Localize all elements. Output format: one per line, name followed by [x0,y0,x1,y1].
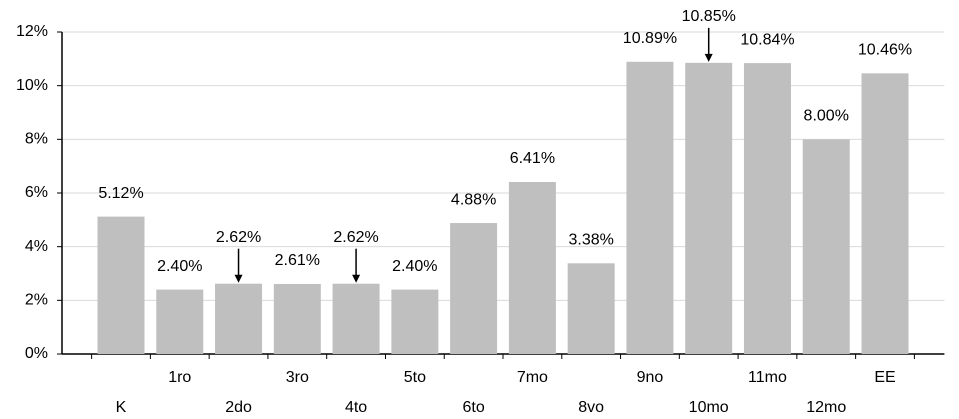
value-label: 8.00% [804,108,849,125]
y-tick-label: 2% [25,292,48,309]
x-tick-label: 6to [462,399,484,416]
bar [743,63,791,354]
x-tick-label: 3ro [286,369,309,386]
y-tick-label: 10% [16,77,48,94]
x-tick-label: 9no [637,369,664,386]
value-label: 3.38% [568,232,613,249]
value-label: 10.84% [740,31,794,48]
y-tick-label: 6% [25,184,48,201]
bar [802,139,850,354]
bar [508,181,556,354]
x-tick-label: 8vo [578,399,604,416]
y-tick-label: 4% [25,238,48,255]
bar [156,289,204,354]
bar [273,283,321,354]
value-label: 2.61% [275,252,320,269]
y-tick-label: 8% [25,131,48,148]
value-label: 4.88% [451,191,496,208]
x-tick-label: 1ro [168,369,191,386]
value-label: 10.85% [682,8,736,25]
x-tick-label: 5to [404,369,426,386]
value-label: 2.40% [157,258,202,275]
value-label: 2.62% [333,229,378,246]
x-tick-label: 12mo [806,399,846,416]
value-label: 10.89% [623,30,677,47]
bar [685,62,733,354]
x-tick-label: 4to [345,399,367,416]
bar [215,283,263,354]
x-tick-label: K [116,399,127,416]
value-label: 6.41% [510,150,555,167]
bar [391,289,439,354]
arrow-head [352,274,361,283]
bar [626,61,674,354]
arrow-head [234,274,243,283]
value-label: 2.62% [216,229,261,246]
x-tick-label: EE [874,369,895,386]
x-tick-label: 10mo [689,399,729,416]
bar [332,283,380,354]
x-tick-label: 11mo [748,369,787,386]
y-tick-label: 12% [16,23,48,40]
value-label: 10.46% [858,42,912,59]
bar [861,73,909,354]
x-tick-label: 7mo [517,369,548,386]
bar [450,223,498,354]
y-tick-label: 0% [25,345,48,362]
value-label: 5.12% [98,185,143,202]
value-label: 2.40% [392,258,437,275]
bar [567,263,615,354]
arrow-head [704,53,713,62]
bar [97,216,145,354]
x-tick-label: 2do [225,399,252,416]
